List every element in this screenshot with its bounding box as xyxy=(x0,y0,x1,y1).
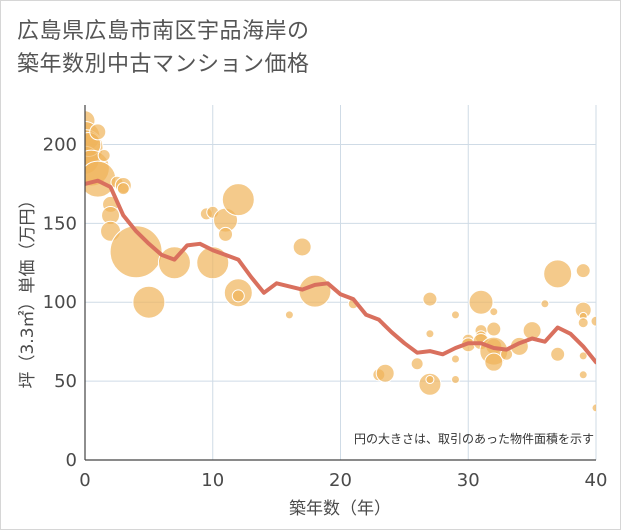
bubble-point-34 xyxy=(425,329,435,339)
bubble-point-64 xyxy=(591,403,596,413)
bubble-point-22 xyxy=(218,226,234,242)
bubble-point-46 xyxy=(489,307,499,317)
bubble-point-39 xyxy=(450,375,460,385)
chart-title: 広島県広島市南区宇品海岸の 築年数別中古マンション価格 xyxy=(17,15,310,81)
bubble-point-61 xyxy=(578,351,588,361)
y-tick-label-4: 200 xyxy=(43,134,77,155)
y-tick-label-1: 50 xyxy=(54,371,77,392)
bubble-point-17 xyxy=(157,246,191,280)
bubble-point-28 xyxy=(298,274,332,308)
bubble-point-37 xyxy=(450,310,460,320)
axes xyxy=(84,105,596,461)
bubble-point-8 xyxy=(97,148,111,162)
y-tick-label-0: 0 xyxy=(66,450,77,471)
bubble-point-38 xyxy=(450,354,460,364)
bubble-point-27 xyxy=(292,237,312,257)
bubble-point-62 xyxy=(578,370,588,380)
bubble-point-47 xyxy=(486,321,502,337)
trend-series xyxy=(85,178,596,365)
x-axis-title: 築年数（年） xyxy=(289,499,391,519)
bubble-point-31 xyxy=(375,363,395,383)
bubble-point-57 xyxy=(575,263,591,279)
bubble-point-6 xyxy=(89,123,107,141)
bubble-point-50 xyxy=(484,352,504,372)
bubble-point-54 xyxy=(540,299,550,309)
bubble-point-26 xyxy=(284,310,294,320)
x-tick-label-2: 20 xyxy=(329,470,352,491)
trend-line xyxy=(85,178,596,365)
title-line-2: 築年数別中古マンション価格 xyxy=(17,52,310,77)
grid xyxy=(85,105,597,460)
bubble-point-33 xyxy=(422,291,438,307)
bubble-point-25 xyxy=(231,289,245,303)
bubble-point-16 xyxy=(132,285,166,319)
bubble-point-15 xyxy=(109,225,163,279)
x-tick-label-3: 30 xyxy=(457,470,480,491)
bubble-point-35 xyxy=(418,372,442,396)
y-tick-label-2: 100 xyxy=(43,292,77,313)
bubble-point-63 xyxy=(590,315,596,327)
bubble-point-23 xyxy=(221,183,255,217)
bubble-point-55 xyxy=(543,259,573,289)
size-note: 円の大きさは、取引のあった物件面積を示す xyxy=(354,431,594,446)
bubble-point-42 xyxy=(468,289,494,315)
bubble-point-60 xyxy=(577,317,589,329)
bubble-point-56 xyxy=(550,346,566,362)
title-line-1: 広島県広島市南区宇品海岸の xyxy=(17,19,310,44)
bubble-point-36 xyxy=(425,375,435,385)
x-tick-label-0: 0 xyxy=(79,470,90,491)
y-axis-title: 坪（3.3㎡）単価（万円） xyxy=(18,191,38,388)
bubble-point-32 xyxy=(410,357,424,371)
y-tick-label-3: 150 xyxy=(43,213,77,234)
x-tick-label-4: 40 xyxy=(585,470,608,491)
bubble-point-14 xyxy=(116,182,130,196)
x-tick-label-1: 10 xyxy=(201,470,224,491)
tick-labels: 0 10 20 30 40 0 50 100 150 200 xyxy=(43,134,608,491)
bubble-series xyxy=(85,110,596,413)
